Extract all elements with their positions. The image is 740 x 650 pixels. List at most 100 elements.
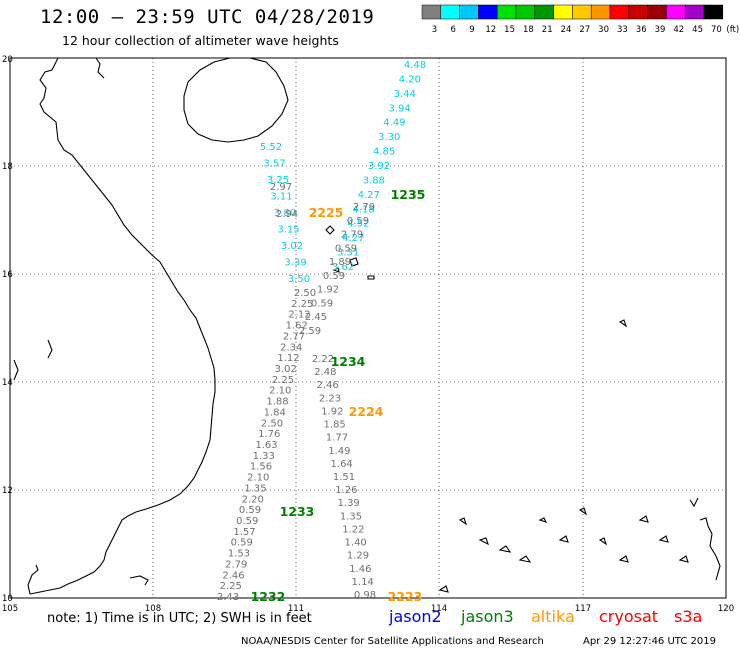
wave-height-value: 1.85	[324, 420, 346, 431]
wave-height-value: 1.51	[333, 472, 355, 483]
latitude-tick-label: 14	[2, 378, 13, 388]
wave-height-value: 2.43	[217, 592, 239, 603]
wave-height-value: 2.22	[312, 354, 334, 365]
wave-height-value: 1.88	[266, 397, 288, 408]
wave-height-readings: 4.48 4.20 3.44 3.94 4.49 3.30 4.85 3.92 3.88 4.27…	[217, 60, 426, 603]
wave-height-value: 3.02	[281, 241, 303, 252]
wave-height-value: 3.30	[378, 132, 400, 143]
wave-height-value: 2.48	[314, 367, 336, 378]
wave-height-value: 2.50	[261, 418, 283, 429]
coastline	[13, 57, 721, 595]
wave-height-value: 3.15	[277, 225, 299, 236]
color-scale-label: 24	[561, 25, 572, 35]
wave-height-value: 1.62	[286, 321, 308, 332]
pass-id-label: 1233	[280, 504, 315, 519]
legend-cryosat: cryosat	[599, 607, 659, 626]
pass-id-label: 1234	[331, 354, 366, 369]
wave-height-value: 0.59	[323, 271, 345, 282]
wave-height-value: 1.22	[342, 524, 364, 535]
footer-credit: NOAA/NESDIS Center for Satellite Applica…	[241, 636, 544, 647]
wave-height-value: 0.98	[354, 590, 376, 601]
color-scale-label: 39	[655, 25, 666, 35]
color-scale-label: 3	[432, 25, 437, 35]
wave-height-value: 1.57	[233, 527, 255, 538]
pass-id-label: 2223	[388, 589, 423, 604]
latitude-tick-label: 10	[2, 594, 13, 604]
wave-height-value: 2.94	[276, 209, 298, 220]
color-scale-label: 9	[469, 25, 474, 35]
wave-height-value: 2.25	[220, 581, 242, 592]
wave-height-value: 1.35	[340, 511, 362, 522]
longitude-tick-label: 111	[288, 604, 304, 614]
color-swatch	[421, 4, 442, 20]
wave-height-value: 0.59	[236, 516, 258, 527]
color-scale-label: 27	[579, 25, 590, 35]
pass-id-label: 1232	[251, 589, 286, 604]
latitude-tick-label: 20	[2, 55, 13, 65]
color-scale-label: 70	[711, 25, 722, 35]
color-scale-label: 33	[617, 25, 628, 35]
wave-height-value: 1.39	[338, 498, 360, 509]
wave-height-value: 2.97	[270, 182, 292, 193]
wave-height-value: 3.44	[394, 89, 416, 100]
wave-height-value: 1.12	[277, 353, 299, 364]
wave-height-value: 2.46	[317, 380, 339, 391]
wave-height-value: 0.59	[231, 538, 253, 549]
longitude-tick-label: 117	[575, 604, 591, 614]
color-swatch	[609, 4, 630, 20]
wave-height-value: 3.62	[332, 262, 354, 273]
wave-height-value: 2.10	[269, 386, 291, 397]
wave-height-value: 5.52	[260, 142, 282, 153]
wave-height-value: 3.39	[284, 258, 306, 269]
wave-height-value: 0.59	[239, 505, 261, 516]
color-scale-label: 21	[542, 25, 553, 35]
latitude-tick-label: 16	[2, 270, 13, 280]
wave-height-value: 2.79	[353, 202, 375, 213]
wave-height-value: 4.27	[342, 233, 364, 244]
wave-height-value: 3.11	[270, 192, 292, 203]
wave-height-value: 2.59	[299, 326, 321, 337]
pass-id-label: 1235	[391, 187, 426, 202]
map-frame	[9, 57, 727, 599]
longitude-tick-label: 105	[2, 604, 18, 614]
latitude-tick-label: 18	[2, 162, 13, 172]
wave-height-value: 1.40	[345, 538, 367, 549]
wave-height-value: 2.50	[294, 288, 316, 299]
wave-height-value: 1.63	[255, 440, 277, 451]
color-swatch	[534, 4, 554, 20]
wave-height-value: 2.77	[283, 331, 305, 342]
pass-id-label: 2225	[309, 205, 344, 220]
color-scale-label: 6	[450, 25, 455, 35]
wave-height-value: 4.49	[383, 118, 405, 129]
color-swatch	[478, 4, 498, 20]
footer-timestamp: Apr 29 12:27:46 UTC 2019	[583, 636, 716, 647]
color-scale-label: 36	[636, 25, 647, 35]
wave-height-value: 2.12	[288, 310, 310, 321]
wave-height-value: 2.79	[225, 559, 247, 570]
wave-height-value: 0.59	[347, 216, 369, 227]
color-scale-unit: (ft)	[726, 25, 739, 35]
wave-height-value: 0.59	[335, 243, 357, 254]
color-swatch	[684, 4, 705, 20]
wave-height-value: 1.92	[317, 285, 339, 296]
color-scale-label: 45	[692, 25, 703, 35]
color-swatch	[572, 4, 592, 20]
lat-lon-grid	[10, 58, 726, 598]
wave-height-value: 1.89	[329, 257, 351, 268]
longitude-tick-label: 114	[431, 604, 447, 614]
color-scale-label: 30	[598, 25, 609, 35]
wave-height-value: 3.25	[267, 175, 289, 186]
wave-height-value: 2.23	[319, 393, 341, 404]
axis-tick-labels: 105 108 111 114 117 120 20 18 16 14 12 10	[2, 55, 734, 614]
wave-height-value: 1.77	[326, 433, 348, 444]
color-scale-label: 18	[523, 25, 534, 35]
wave-height-value: 3.50	[288, 274, 310, 285]
color-swatch	[440, 4, 460, 20]
wave-height-value: 4.52	[347, 219, 369, 230]
wave-height-value: 1.46	[349, 564, 371, 575]
color-swatch	[703, 4, 724, 20]
wave-height-value: 4.27	[358, 190, 380, 201]
wave-height-value: 3.92	[368, 161, 390, 172]
wave-height-value: 2.46	[222, 570, 244, 581]
